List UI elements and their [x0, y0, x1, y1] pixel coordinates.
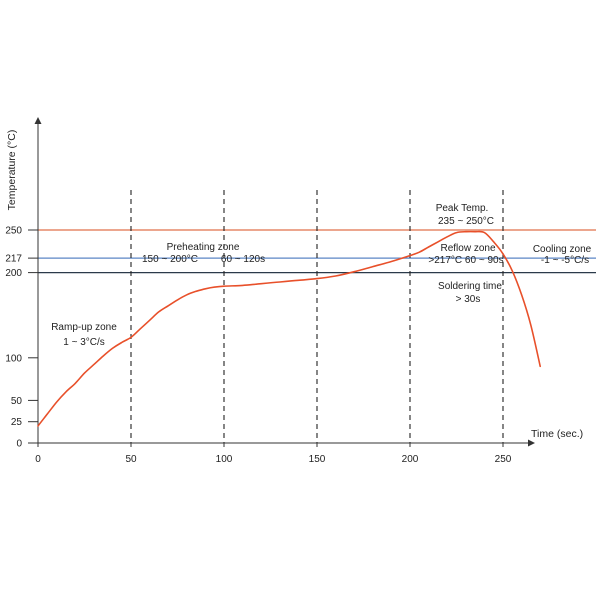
- ramp-up-rate-label: 1 ~ 3°C/s: [63, 337, 105, 348]
- x-tick-label-200: 200: [402, 454, 419, 465]
- cooling-rate-label: -1 ~ -5°C/s: [541, 255, 589, 266]
- reflow-condition-label: >217°C 60 ~ 90s: [428, 255, 503, 266]
- x-axis-title: Time (sec.): [531, 428, 583, 440]
- x-tick-label-100: 100: [216, 454, 233, 465]
- y-tick-label-25: 25: [11, 417, 23, 428]
- y-tick-label-100: 100: [5, 353, 22, 364]
- peak-temp-range-label: 235 ~ 250°C: [438, 216, 494, 227]
- labels-layer: Temperature (°C) Time (sec.) Ramp-up zon…: [6, 130, 592, 440]
- y-tick-label-217: 217: [5, 254, 22, 265]
- x-tick-label-0: 0: [35, 454, 41, 465]
- x-tick-label-50: 50: [125, 454, 137, 465]
- temperature-profile-line-0: [37, 230, 541, 427]
- y-axis-arrow: [34, 117, 42, 124]
- preheating-temp-label: 150 ~ 200°C: [142, 254, 198, 265]
- y-tick-label-200: 200: [5, 268, 22, 279]
- ticks-layer: 0 50 100 150 200 250 0 25 50 100 200 217 250: [5, 226, 511, 466]
- y-tick-label-0: 0: [16, 439, 22, 450]
- reflow-zone-label: Reflow zone: [440, 243, 495, 254]
- peak-temp-label: Peak Temp.: [436, 203, 489, 214]
- cooling-zone-label: Cooling zone: [533, 244, 592, 255]
- y-tick-label-250: 250: [5, 226, 22, 237]
- ramp-up-zone-label: Ramp-up zone: [51, 322, 117, 333]
- y-tick-label-50: 50: [11, 396, 23, 407]
- x-tick-label-250: 250: [495, 454, 512, 465]
- x-axis-arrow: [528, 439, 535, 447]
- preheating-zone-label: Preheating zone: [167, 242, 240, 253]
- axis-layer: [34, 117, 535, 447]
- soldering-time-label: Soldering time: [438, 281, 502, 292]
- x-tick-label-150: 150: [309, 454, 326, 465]
- y-axis-title: Temperature (°C): [6, 130, 18, 211]
- grid-layer: [38, 190, 596, 443]
- soldering-time-value: > 30s: [456, 294, 481, 305]
- series-layer: [37, 230, 541, 427]
- preheating-time-label: 60 ~ 120s: [221, 254, 265, 265]
